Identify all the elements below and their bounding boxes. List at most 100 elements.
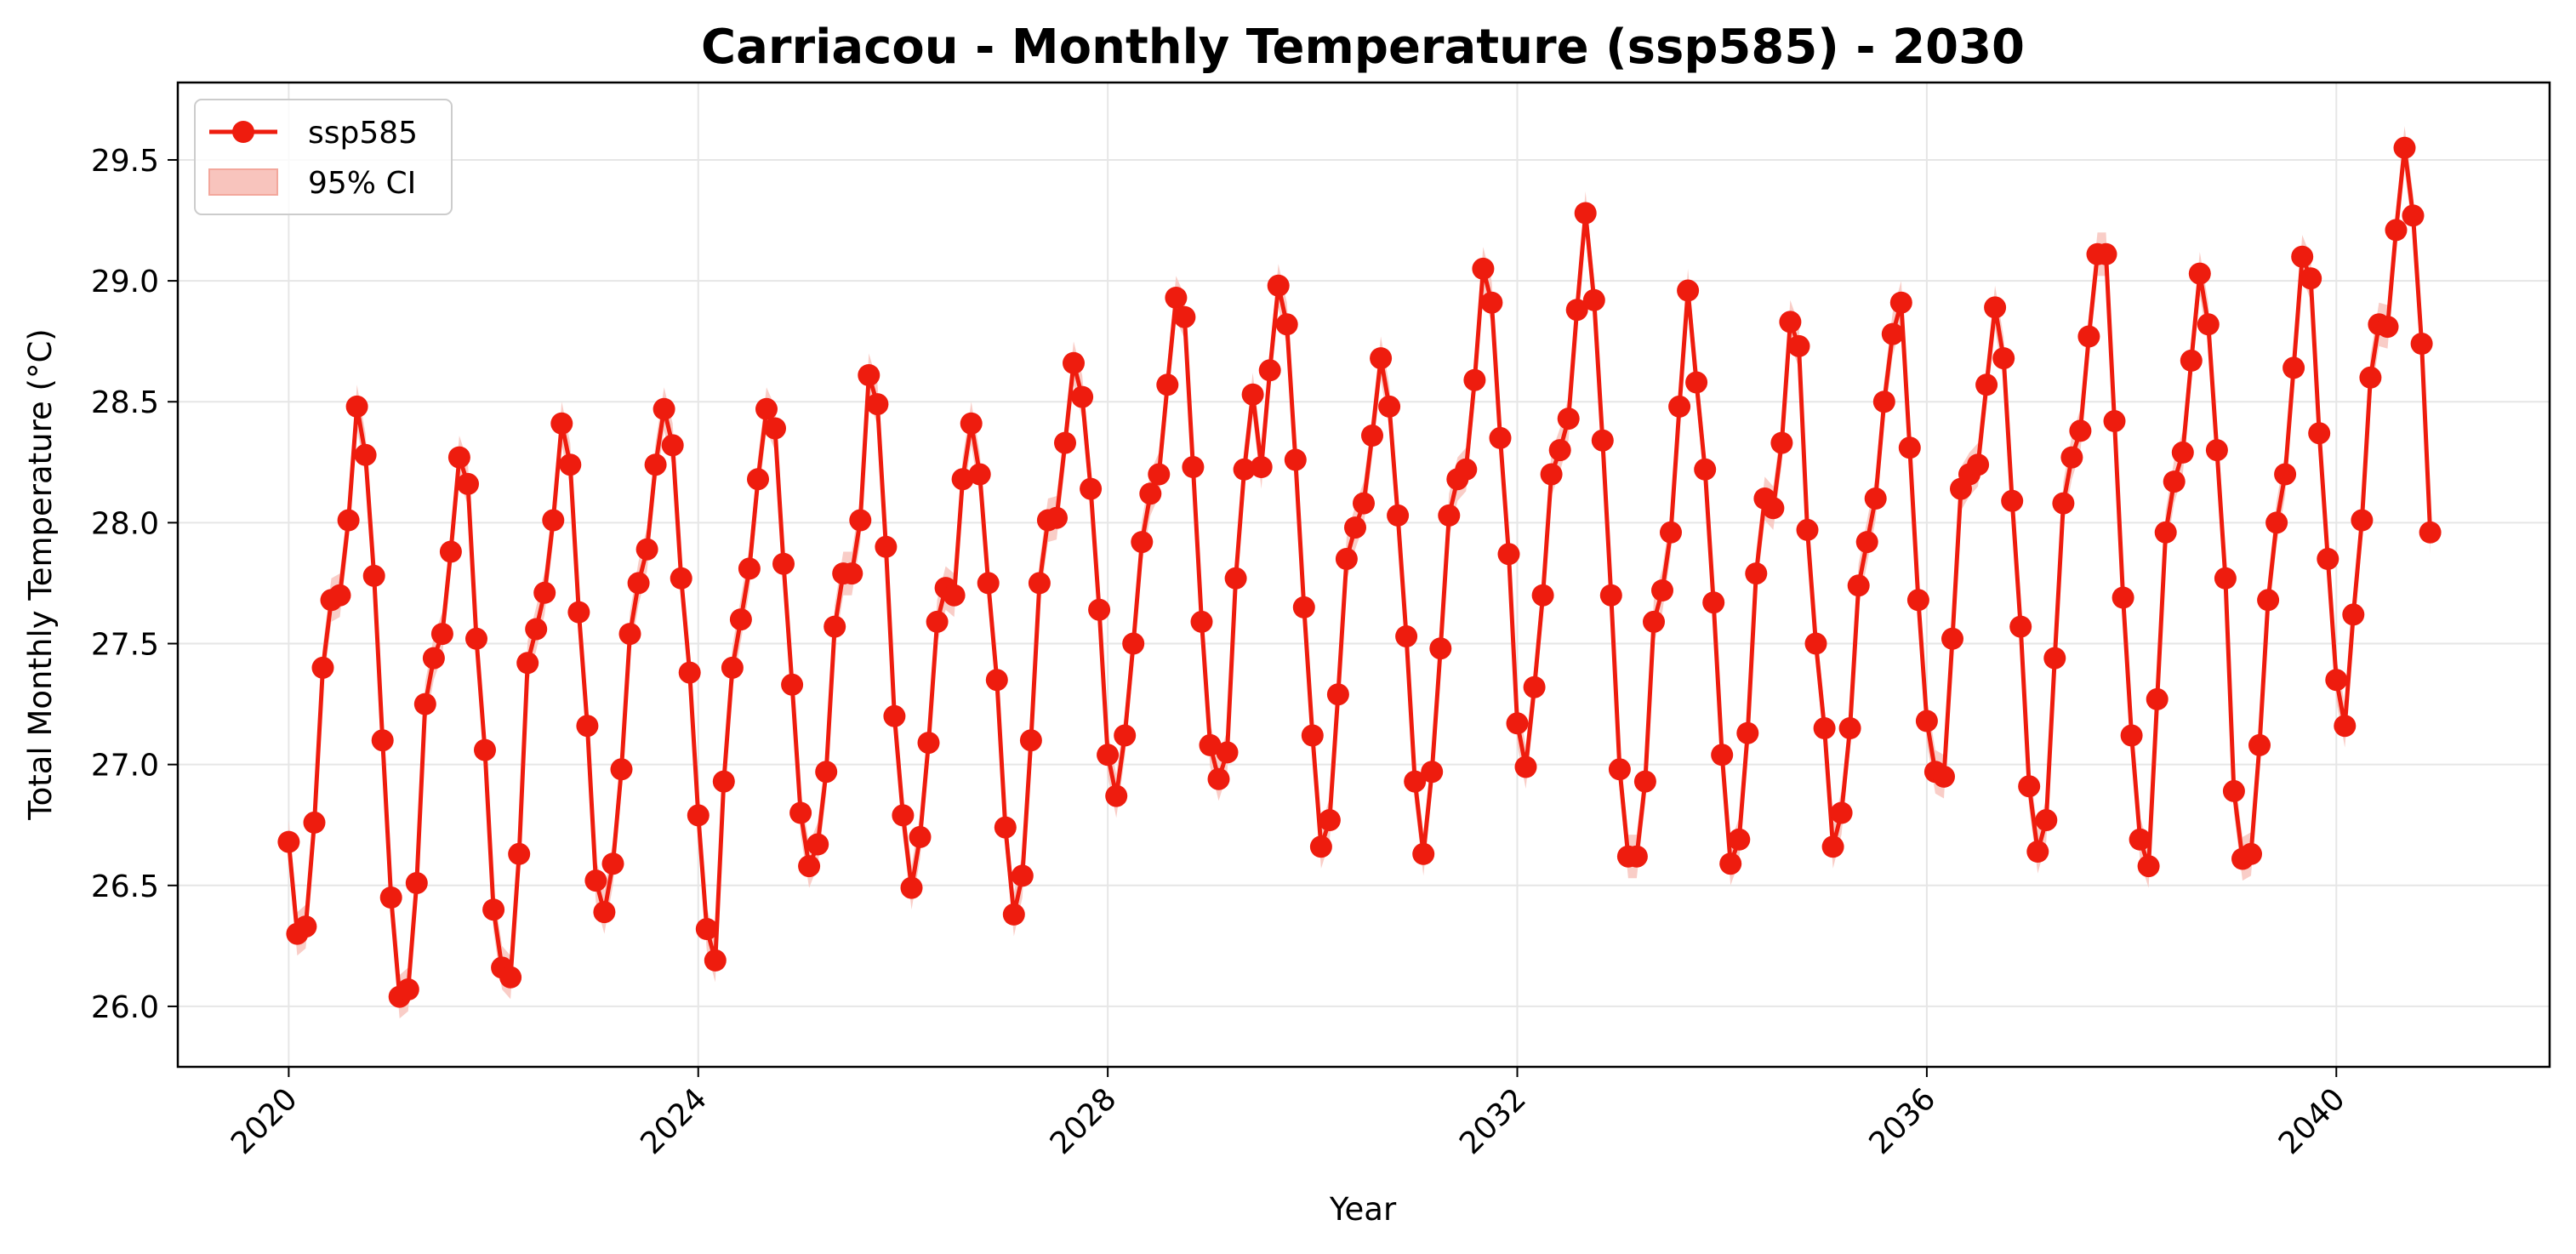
data-point [2265, 511, 2288, 534]
data-point [2018, 775, 2041, 798]
data-point [806, 833, 829, 856]
data-point [601, 852, 624, 875]
data-point [2248, 733, 2271, 756]
data-point [516, 652, 539, 675]
data-point [584, 869, 607, 892]
data-point [695, 918, 718, 940]
data-point [1182, 456, 1205, 478]
y-axis-label: Total Monthly Temperature (°C) [22, 328, 59, 820]
data-point [294, 915, 317, 938]
data-point [457, 472, 479, 495]
data-point [1941, 627, 1963, 650]
data-point [729, 608, 752, 631]
data-point [2197, 313, 2220, 336]
data-point [661, 434, 684, 457]
data-point [2240, 842, 2262, 865]
data-point [1011, 864, 1034, 887]
data-point [1787, 334, 1810, 357]
data-point [866, 393, 889, 416]
data-point [277, 830, 300, 853]
data-point [474, 738, 496, 761]
data-point [593, 901, 616, 924]
data-point [1361, 425, 1383, 447]
data-point [345, 395, 368, 418]
data-point [985, 669, 1008, 692]
data-point [2393, 136, 2416, 159]
data-point [337, 509, 360, 532]
data-point [2120, 724, 2143, 747]
data-point [1190, 610, 1213, 633]
data-point [1506, 712, 1529, 735]
legend: ssp585 95% CI [194, 99, 453, 215]
data-point [567, 601, 590, 624]
data-point [1906, 589, 1929, 612]
data-point [1770, 431, 1793, 454]
data-point [508, 842, 531, 865]
data-point [1540, 463, 1563, 486]
data-point [1233, 458, 1256, 481]
data-point [1677, 279, 1700, 302]
data-point [1063, 351, 1085, 374]
data-point [704, 949, 727, 972]
data-point [396, 978, 419, 1000]
data-point [2325, 669, 2348, 692]
data-point [772, 552, 795, 575]
data-point [909, 825, 932, 848]
data-point [362, 564, 385, 587]
data-point [1463, 368, 1486, 391]
data-point [2334, 715, 2357, 738]
data-point [1898, 436, 1921, 459]
data-point [815, 761, 838, 784]
data-point [1318, 809, 1341, 831]
data-point [1489, 426, 1512, 449]
data-point [1821, 835, 1844, 858]
data-point [2069, 419, 2092, 442]
legend-entry-ci: 95% CI [308, 166, 416, 201]
data-point [764, 417, 786, 440]
data-point [1071, 385, 1094, 408]
data-point [379, 886, 402, 909]
data-point [1728, 828, 1751, 851]
data-point [721, 656, 744, 679]
data-point [1796, 518, 1819, 541]
data-point [670, 567, 692, 590]
data-point [1813, 717, 1836, 739]
data-point [2077, 325, 2100, 348]
data-point [1633, 770, 1656, 793]
data-point [712, 770, 735, 793]
y-tick-label: 28.0 [91, 506, 159, 541]
data-point [2163, 470, 2186, 493]
data-point [917, 732, 940, 755]
data-point [883, 704, 906, 727]
data-point [1241, 383, 1264, 406]
data-point [687, 804, 710, 827]
data-point [892, 804, 915, 827]
data-point [1258, 359, 1281, 382]
data-point [841, 562, 863, 585]
data-point [1378, 395, 1401, 418]
data-point [1830, 801, 1853, 824]
data-point [1122, 632, 1145, 655]
data-point [1599, 584, 1622, 607]
data-point [1881, 322, 1904, 345]
data-point [1199, 733, 1222, 756]
y-axis-ticks: 26.0 26.5 27.0 27.5 28.0 28.5 29.0 29.5 [91, 144, 178, 1025]
data-point [2402, 204, 2425, 227]
data-point [900, 876, 923, 899]
data-point [1472, 257, 1495, 280]
data-point [1438, 504, 1461, 527]
data-point [1224, 567, 1247, 590]
data-point [1114, 724, 1137, 747]
data-point [1967, 453, 1990, 476]
legend-ci-swatch [208, 168, 278, 196]
data-point [1207, 767, 1230, 790]
data-point [644, 453, 667, 476]
data-point [627, 572, 650, 595]
data-point [1523, 675, 1546, 698]
data-point [1019, 729, 1042, 752]
data-point [1608, 758, 1631, 781]
data-point [1395, 625, 1418, 647]
data-point [2035, 809, 2058, 831]
data-point [2026, 841, 2049, 863]
